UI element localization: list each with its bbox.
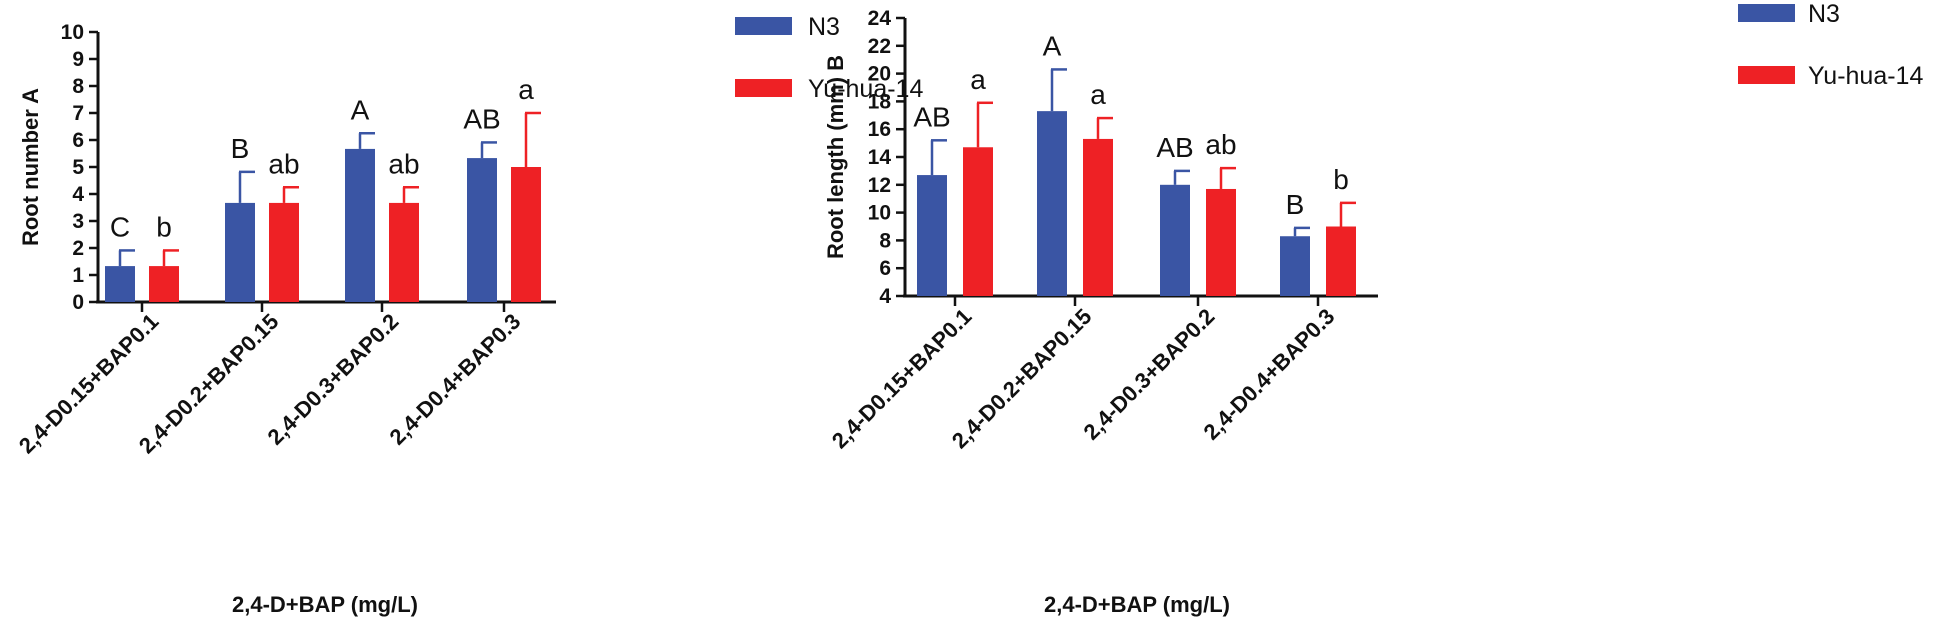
legend-swatch	[1738, 4, 1795, 22]
x-category-label: 2,4-D0.3+BAP0.2	[263, 309, 404, 450]
significance-letter: B	[231, 133, 250, 164]
y-tick-label: 9	[72, 48, 84, 71]
significance-letter: ab	[1205, 129, 1236, 160]
significance-letter: a	[1090, 79, 1106, 110]
bar-n3	[345, 148, 375, 302]
y-tick-label: 5	[72, 156, 84, 179]
bar-yuhua14	[149, 266, 179, 302]
y-tick-label: 10	[868, 202, 891, 225]
significance-letter: a	[970, 64, 986, 95]
bar-n3	[1037, 111, 1067, 296]
x-axis-title: 2,4-D+BAP (mg/L)	[232, 592, 418, 617]
bar-n3	[467, 158, 497, 302]
y-tick-label: 14	[868, 146, 892, 169]
y-tick-label: 8	[72, 75, 84, 98]
significance-letter: A	[351, 94, 370, 125]
y-tick-label: 3	[72, 210, 84, 233]
y-axis-title: Root number A	[18, 88, 43, 246]
y-tick-label: 12	[868, 174, 891, 197]
significance-letter: AB	[1156, 132, 1193, 163]
y-tick-label: 20	[868, 63, 891, 86]
significance-letter: a	[518, 74, 534, 105]
y-tick-label: 2	[72, 237, 84, 260]
legend: N3 Yu-hua-14	[1738, 0, 1923, 90]
y-tick-label: 1	[72, 264, 84, 287]
legend-swatch	[735, 17, 792, 35]
bar-yuhua14	[1083, 138, 1113, 296]
y-tick-label: 18	[868, 90, 892, 113]
x-category-label: 2,4-D0.4+BAP0.3	[1199, 304, 1340, 445]
legend-swatch	[1738, 66, 1795, 84]
significance-letter: B	[1286, 189, 1305, 220]
x-axis-title: 2,4-D+BAP (mg/L)	[1044, 592, 1230, 617]
y-tick-label: 6	[72, 129, 84, 152]
y-tick-label: 10	[61, 21, 84, 44]
bar-yuhua14	[511, 167, 541, 302]
significance-letter: b	[156, 211, 172, 242]
y-tick-label: 0	[72, 291, 84, 314]
bar-n3	[225, 202, 255, 302]
bar-n3	[917, 175, 947, 296]
bar-yuhua14	[389, 202, 419, 302]
bar-yuhua14	[963, 147, 993, 296]
significance-letter: AB	[913, 101, 950, 132]
y-tick-label: 4	[72, 183, 84, 206]
x-category-label: 2,4-D0.4+BAP0.3	[385, 309, 526, 450]
significance-letter: ab	[388, 148, 419, 179]
y-tick-label: 7	[72, 102, 84, 125]
y-tick-label: 6	[879, 257, 891, 280]
bar-n3	[1280, 236, 1310, 296]
legend-label: N3	[808, 13, 840, 41]
y-tick-label: 16	[868, 118, 891, 141]
bar-n3	[1160, 184, 1190, 296]
significance-letter: b	[1333, 164, 1349, 195]
significance-letter: AB	[463, 103, 500, 134]
y-axis-title: Root length (mm) B	[823, 55, 848, 259]
bar-yuhua14	[269, 202, 299, 302]
bar-n3	[105, 266, 135, 302]
x-category-label: 2,4-D0.3+BAP0.2	[1079, 304, 1220, 445]
significance-letter: A	[1043, 30, 1062, 61]
legend-label: N3	[1808, 0, 1840, 28]
legend-swatch	[735, 79, 792, 97]
bar-yuhua14	[1206, 188, 1236, 296]
y-tick-label: 8	[879, 229, 891, 252]
significance-letter: ab	[268, 148, 299, 179]
y-tick-label: 4	[879, 285, 891, 308]
y-tick-label: 22	[868, 35, 891, 58]
significance-letter: C	[110, 211, 130, 242]
bar-yuhua14	[1326, 226, 1356, 296]
legend-label: Yu-hua-14	[1808, 62, 1923, 90]
y-tick-label: 24	[868, 7, 892, 30]
